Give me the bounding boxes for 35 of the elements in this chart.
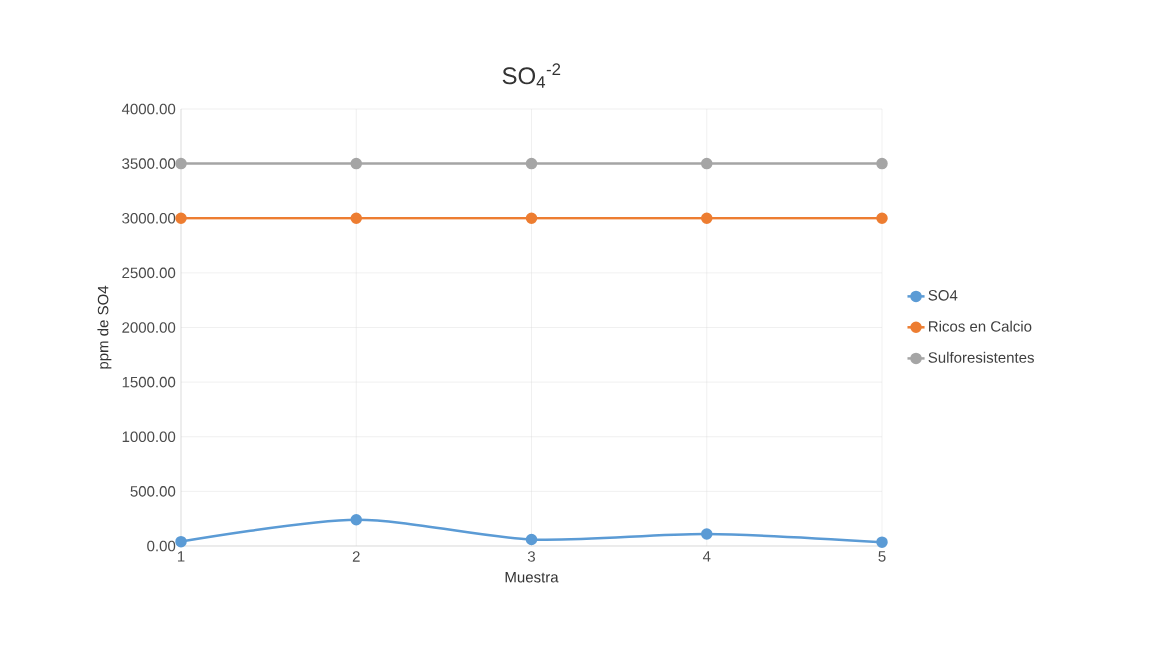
point — [350, 157, 362, 170]
y-tick-label: 3000.00 — [122, 212, 176, 224]
y-tick-label: 1500.00 — [122, 376, 176, 388]
point — [175, 535, 187, 548]
legend-label: SO4 — [928, 290, 958, 301]
y-tick-label: 1000.00 — [122, 431, 176, 443]
legend-label: Ricos en Calcio — [929, 320, 1032, 332]
y-tick-label: 0.00 — [147, 540, 176, 552]
point — [876, 157, 888, 170]
x-tick-label: 1 — [177, 551, 185, 562]
legend-label: Sulforesistentes — [928, 351, 1034, 363]
y-axis-title: ppm de SO4 — [97, 285, 112, 369]
point — [525, 212, 538, 224]
x-tick-label: 2 — [352, 551, 360, 562]
y-tick-label: 3500.00 — [122, 158, 176, 169]
point — [350, 212, 362, 224]
point — [175, 212, 187, 224]
x-tick-label: 4 — [702, 551, 711, 562]
point — [701, 528, 713, 540]
point — [701, 157, 713, 170]
y-tick-label: 500.00 — [130, 486, 176, 497]
y-tick-label: 4000.00 — [121, 103, 176, 115]
point — [525, 157, 538, 170]
y-tick-label: 2000.00 — [122, 322, 176, 333]
x-tick-label: 3 — [527, 551, 536, 562]
point — [701, 212, 713, 224]
x-axis-title: Muestra — [505, 572, 559, 583]
y-tick-label: 2500.00 — [122, 267, 176, 279]
point — [175, 157, 187, 170]
chart-title: SO$_{4}$-2 — [502, 63, 561, 88]
x-tick-label: 5 — [878, 551, 886, 562]
point — [876, 212, 888, 224]
point — [525, 533, 538, 546]
point — [350, 514, 362, 526]
point — [876, 536, 888, 548]
